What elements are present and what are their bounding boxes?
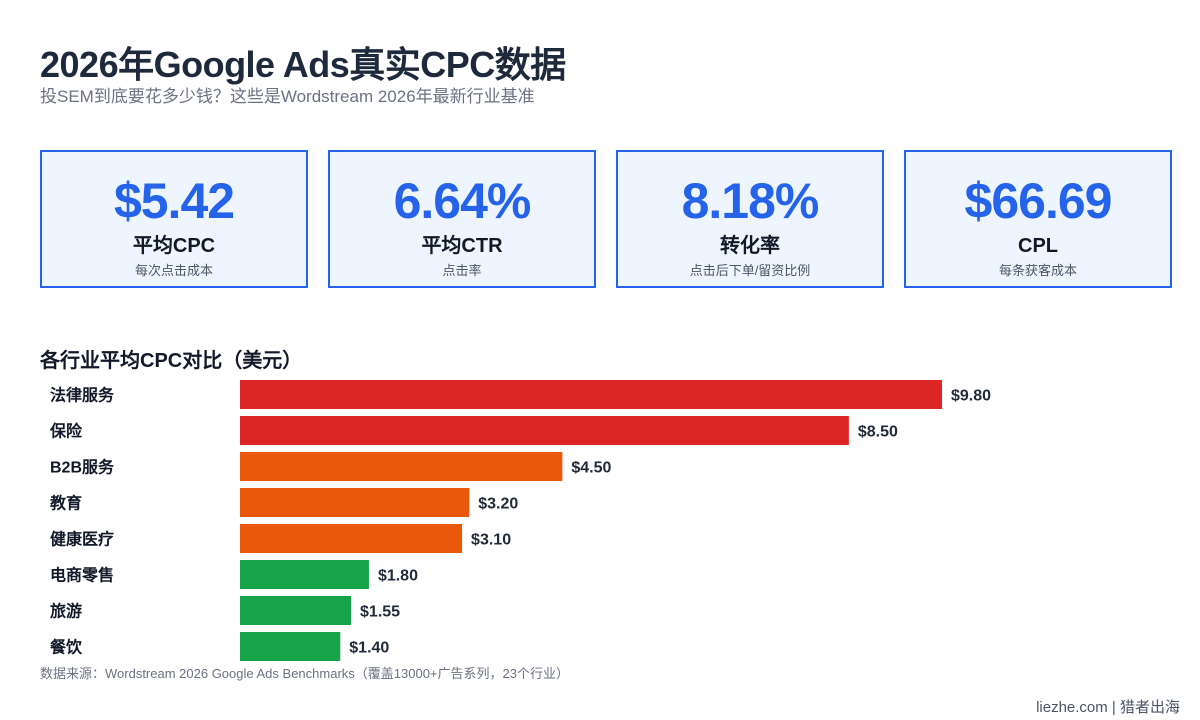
category-label: 保险 (49, 422, 83, 441)
bar (240, 380, 942, 409)
category-label: 法律服务 (50, 386, 115, 405)
value-label: $4.50 (571, 460, 611, 477)
kpi-card-ctr: 6.64% 平均CTR 点击率 (328, 150, 596, 288)
kpi-row: $5.42 平均CPC 每次点击成本 6.64% 平均CTR 点击率 8.18%… (40, 150, 1172, 288)
kpi-value: $66.69 (964, 173, 1113, 229)
industry-cpc-bar-chart: 法律服务 $9.80 保险 $8.50 B2B服务 $4.50 教育 $3.20 健康医疗 $3.… (49, 380, 991, 661)
category-label: 电商零售 (50, 566, 114, 585)
kpi-value: $5.42 (113, 173, 235, 229)
kpi-value: 8.18% (681, 173, 820, 229)
value-label: $1.55 (360, 604, 400, 621)
value-label: $1.80 (378, 568, 418, 585)
category-label: 旅游 (50, 602, 82, 621)
page-subtitle: 投SEM到底要花多少钱？这些是Wordstream 2026年最新行业基准 (40, 87, 535, 106)
kpi-subtext: 点击率 (442, 263, 482, 278)
kpi-subtext: 每次点击成本 (134, 263, 213, 278)
kpi-card-conversion-rate: 8.18% 转化率 点击后下单/留资比例 (616, 150, 884, 288)
kpi-label: 平均CTR (421, 235, 503, 257)
kpi-card-cpc: $5.42 平均CPC 每次点击成本 (40, 150, 308, 288)
kpi-card-cpl: $66.69 CPL 每条获客成本 (904, 150, 1172, 288)
kpi-value: 6.64% (393, 173, 532, 229)
value-label: $3.10 (471, 532, 511, 549)
value-label: $3.20 (478, 496, 518, 513)
kpi-subtext: 每条获客成本 (998, 263, 1077, 278)
value-label: $1.40 (349, 640, 389, 657)
value-label: $9.80 (951, 388, 991, 405)
site-credit: liezhe.com | 猎者出海 (1036, 699, 1180, 716)
bar (240, 488, 470, 517)
value-label: $8.50 (858, 424, 898, 441)
category-label: 教育 (50, 494, 82, 513)
data-source-note: 数据来源：Wordstream 2026 Google Ads Benchmar… (40, 666, 569, 681)
bar (240, 524, 463, 553)
bar (240, 596, 352, 625)
bar (240, 416, 849, 445)
kpi-label: CPL (1018, 235, 1058, 257)
category-label: 健康医疗 (50, 530, 114, 549)
category-label: 餐饮 (49, 638, 83, 657)
bar (240, 452, 563, 481)
kpi-label: 转化率 (720, 235, 780, 257)
page-title: 2026年Google Ads真实CPC数据 (40, 44, 566, 85)
chart-title: 各行业平均CPC对比（美元） (40, 350, 303, 372)
kpi-label: 平均CPC (132, 235, 216, 257)
bar (240, 632, 341, 661)
bar (240, 560, 369, 589)
category-label: B2B服务 (50, 458, 115, 477)
kpi-subtext: 点击后下单/留资比例 (689, 263, 811, 278)
